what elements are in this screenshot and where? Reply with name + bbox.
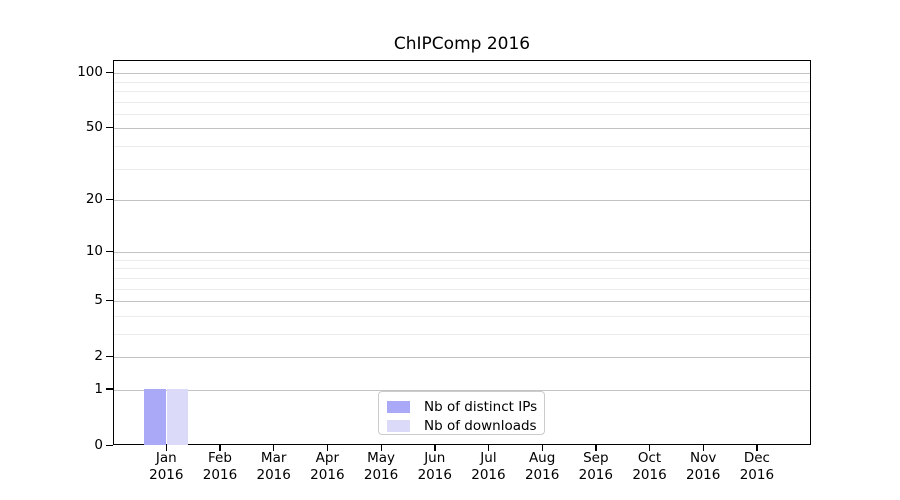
x-tickmark xyxy=(219,445,221,451)
legend-swatch-downloads-icon xyxy=(387,420,410,432)
y-tickmark xyxy=(106,198,113,200)
y-tickmark xyxy=(106,388,113,390)
major-gridline xyxy=(114,128,810,130)
y-tickmark xyxy=(106,299,113,302)
y-tick-label: 2 xyxy=(94,348,103,365)
x-tickmark xyxy=(541,445,543,451)
minor-gridline xyxy=(114,315,810,317)
x-tick-label: Jan 2016 xyxy=(149,450,184,483)
legend: Nb of distinct IPs Nb of downloads xyxy=(378,391,545,435)
x-tick-label: Feb 2016 xyxy=(202,450,238,483)
y-tick-label: 10 xyxy=(85,243,103,260)
minor-gridline xyxy=(114,288,810,290)
y-tickmark xyxy=(106,355,113,358)
y-tick-label: 100 xyxy=(77,64,103,81)
major-gridline xyxy=(114,73,810,75)
minor-gridline xyxy=(114,168,810,170)
legend-swatch-distinct-ips-icon xyxy=(387,401,410,413)
x-tick-label: Dec 2016 xyxy=(739,450,775,483)
x-tick-label: Oct 2016 xyxy=(632,450,667,483)
y-tick-label: 20 xyxy=(85,191,103,207)
major-gridline xyxy=(114,389,810,391)
minor-gridline xyxy=(114,145,810,147)
plot-area xyxy=(113,60,811,445)
x-tickmark xyxy=(702,445,704,451)
minor-gridline xyxy=(114,333,810,335)
minor-gridline xyxy=(114,268,810,270)
legend-label-downloads: Nb of downloads xyxy=(424,418,537,434)
x-tickmark xyxy=(165,445,168,451)
y-tickmark xyxy=(106,250,113,253)
y-tickmark xyxy=(106,71,113,73)
y-tickmark xyxy=(106,444,113,446)
major-gridline xyxy=(114,200,810,201)
x-tick-label: Nov 2016 xyxy=(686,450,721,483)
y-tickmark xyxy=(106,126,113,129)
x-tickmark xyxy=(434,445,436,451)
x-tickmark xyxy=(649,445,651,451)
x-tick-label: May 2016 xyxy=(363,450,399,483)
legend-label-distinct-ips: Nb of distinct IPs xyxy=(424,399,538,415)
x-tick-label: Sep 2016 xyxy=(578,450,613,483)
y-tick-label: 5 xyxy=(94,292,103,309)
bar-distinct-ips xyxy=(144,388,166,445)
major-gridline xyxy=(114,252,810,254)
x-tickmark xyxy=(756,445,758,451)
x-tickmark xyxy=(595,445,597,451)
minor-gridline xyxy=(114,113,810,115)
chart-title: ChIPComp 2016 xyxy=(393,34,531,54)
y-tick-label: 0 xyxy=(94,437,103,453)
x-tick-label: Jun 2016 xyxy=(417,450,452,483)
major-gridline xyxy=(114,357,810,359)
x-tickmark xyxy=(380,445,382,451)
minor-gridline xyxy=(114,81,810,83)
x-tickmark xyxy=(326,445,329,451)
bar-downloads xyxy=(166,388,189,445)
x-tick-label: Mar 2016 xyxy=(256,450,291,483)
minor-gridline xyxy=(114,90,810,92)
x-tick-label: Apr 2016 xyxy=(310,450,345,483)
y-tick-label: 50 xyxy=(85,119,103,136)
major-gridline xyxy=(114,301,810,303)
minor-gridline xyxy=(114,101,810,103)
x-tickmark xyxy=(487,445,490,451)
x-tickmark xyxy=(273,445,275,451)
minor-gridline xyxy=(114,259,810,261)
legend-entry-downloads: Nb of downloads xyxy=(387,416,540,436)
x-tick-label: Jul 2016 xyxy=(471,450,506,483)
minor-gridline xyxy=(114,277,810,279)
x-tick-label: Aug 2016 xyxy=(524,450,560,483)
legend-entry-distinct-ips: Nb of distinct IPs xyxy=(387,397,540,417)
y-tick-label: 1 xyxy=(94,380,103,397)
